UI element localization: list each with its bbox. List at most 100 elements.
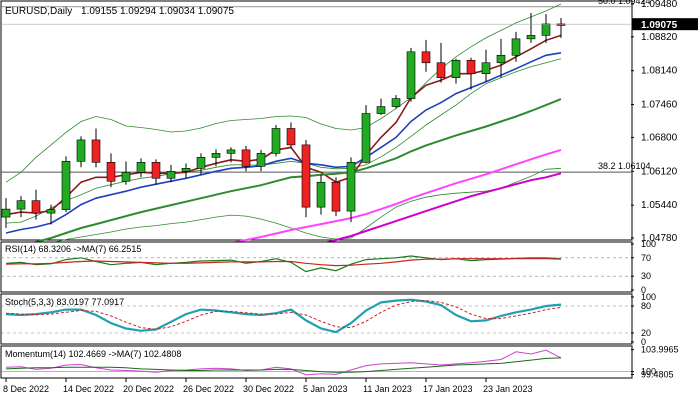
rsi-panel-frame — [0, 241, 633, 293]
rsi-line — [5, 255, 562, 273]
rsi-plot-area — [1, 255, 631, 277]
candle-body — [31, 200, 41, 214]
candle-body — [181, 167, 191, 172]
candle-body — [46, 209, 56, 214]
indicator-tick-label: 0 — [641, 285, 646, 295]
candle-body — [106, 162, 116, 182]
current-price-label: 1.09075 — [641, 20, 678, 31]
momentum-panel-frame — [0, 345, 633, 379]
indicator-tick-label: 100 — [641, 367, 656, 377]
candle-body — [271, 128, 281, 154]
price-panel-frame — [0, 0, 633, 241]
candle-body — [241, 149, 251, 167]
momentum-ma-line — [5, 357, 562, 373]
candle-body — [61, 161, 71, 210]
candle-body — [361, 113, 371, 163]
moving-average-line — [5, 52, 562, 234]
candle-body — [286, 128, 296, 146]
stoch-label: Stoch(5,3,3) 83.0197 77.0917 — [5, 297, 124, 307]
indicator-tick-label: 100 — [641, 239, 656, 249]
price-tick-label: 1.06800 — [641, 132, 678, 143]
candle-body — [541, 23, 551, 36]
candle-body — [496, 54, 506, 64]
price-tick-label: 1.05440 — [641, 200, 678, 211]
rsi-label: RSI(14) 68.3206 ->MA(7) 66.2515 — [5, 244, 141, 254]
fib-level-label: 38.2 1.06104 — [598, 161, 651, 171]
candle-body — [121, 171, 131, 182]
price-tick-label: 1.04780 — [641, 233, 678, 244]
candle-body — [346, 162, 356, 212]
candle-body — [76, 139, 86, 162]
indicator-tick-label: 80 — [641, 301, 651, 311]
candle-body — [166, 170, 176, 179]
fib-level-label: 50.0 1.09424 — [598, 0, 651, 6]
candle-body — [421, 51, 431, 64]
stoch-plot-area — [1, 298, 631, 334]
indicator-tick-label: 99.4805 — [641, 369, 674, 379]
date-tick-label: 26 Dec 2022 — [183, 384, 234, 394]
candle-body — [391, 98, 401, 107]
price-plot-area: 38.2 1.06104 50.0 1.09424 — [1, 0, 651, 288]
indicator-tick-label: 103.9965 — [641, 345, 679, 355]
candle-body — [406, 51, 416, 99]
candle-body — [466, 59, 476, 75]
price-tick-label: 1.08140 — [641, 66, 678, 77]
rsi-axis: 100 70 30 0 — [631, 239, 656, 295]
date-tick-label: 11 Jan 2023 — [363, 384, 412, 394]
symbol-label: EURUSD,Daily — [5, 6, 72, 17]
momentum-line — [5, 349, 562, 376]
stoch-main-line — [5, 298, 562, 334]
rsi-panel: 100 70 30 0 RSI(14) 68.3206 ->MA(7) 66.2515 — [0, 239, 656, 295]
price-tick-label: 1.08820 — [641, 32, 678, 43]
indicator-tick-label: 30 — [641, 271, 651, 281]
date-tick-label: 14 Dec 2022 — [63, 384, 114, 394]
candle-body — [226, 149, 236, 154]
indicator-tick-label: 70 — [641, 253, 651, 263]
candle-body — [211, 153, 221, 158]
date-tick-label: 17 Jan 2023 — [423, 384, 473, 394]
price-tick-label: 1.07460 — [641, 100, 678, 111]
indicator-tick-label: 0 — [641, 337, 646, 347]
date-tick-label: 30 Dec 2022 — [243, 384, 294, 394]
moving-average-line — [320, 172, 562, 245]
ohlc-label: 1.09155 1.09294 1.09034 1.09075 — [81, 6, 234, 17]
candle-body — [511, 38, 521, 56]
moving-average-line — [5, 98, 562, 251]
candle-body — [316, 181, 326, 208]
momentum-label: Momentum(14) 102.4669 ->MA(7) 102.4808 — [5, 349, 181, 359]
candle-body — [301, 144, 311, 208]
price-tick-label: 1.06120 — [641, 166, 678, 177]
stoch-signal-line — [5, 300, 562, 330]
date-tick-label: 20 Dec 2022 — [123, 384, 174, 394]
bollinger-middle-line — [5, 58, 562, 224]
candle-body — [331, 181, 341, 212]
candle-body — [256, 153, 266, 167]
candle-body — [1, 208, 11, 218]
momentum-plot-area — [1, 349, 631, 376]
date-tick-label: 8 Dec 2022 — [3, 384, 49, 394]
candle-body — [376, 106, 386, 114]
date-tick-label: 23 Jan 2023 — [483, 384, 533, 394]
candle-body — [481, 62, 491, 75]
price-tick-label: 1.09480 — [641, 0, 678, 10]
indicator-tick-label: 100 — [641, 292, 656, 302]
indicator-tick-label: 20 — [641, 328, 651, 338]
candle-body — [91, 139, 101, 163]
candle-body — [16, 200, 26, 210]
date-axis: 8 Dec 2022 14 Dec 2022 20 Dec 2022 26 Dec 2… — [3, 378, 533, 394]
price-axis: 1.09480 1.08820 1.08140 1.07460 1.06800 1.061… — [631, 0, 698, 244]
current-price-tag — [632, 18, 698, 31]
date-tick-label: 5 Jan 2023 — [303, 384, 348, 394]
bollinger-upper-line — [5, 3, 562, 183]
bollinger-lower-line — [5, 167, 562, 248]
candle-body — [451, 59, 461, 78]
candle-body — [526, 35, 536, 40]
chart-title: EURUSD,Daily 1.09155 1.09294 1.09034 1.0… — [5, 6, 234, 17]
candle-body — [436, 62, 446, 78]
